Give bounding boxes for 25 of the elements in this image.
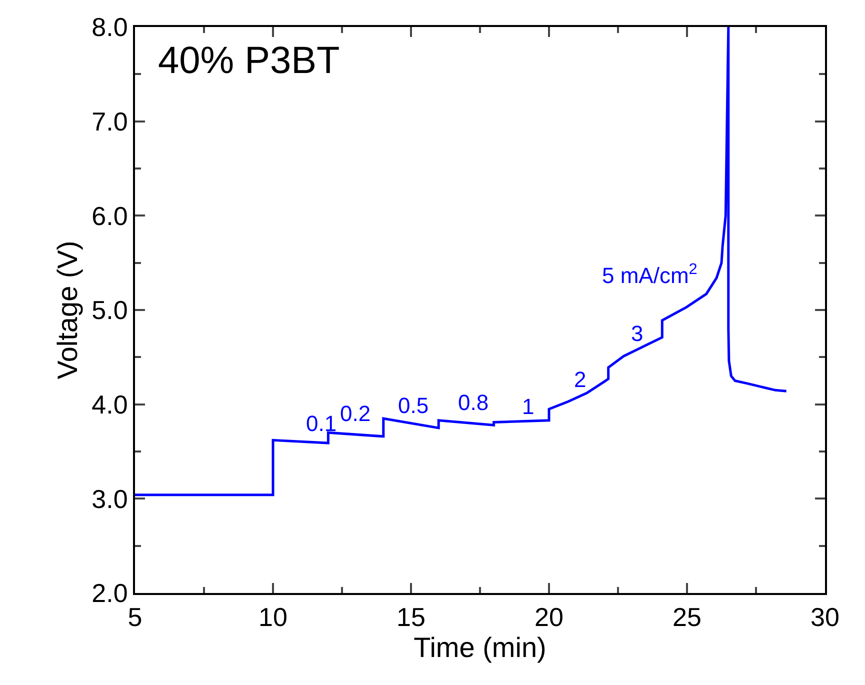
x-tick-label: 20 — [534, 602, 564, 632]
annotation: 1 — [522, 394, 534, 419]
x-tick-label: 5 — [128, 602, 142, 632]
x-tick-label: 10 — [258, 602, 288, 632]
annotation: 3 — [631, 321, 644, 346]
y-tick-label: 4.0 — [92, 389, 128, 420]
y-tick-label: 7.0 — [92, 106, 128, 136]
y-axis-title: Voltage (V) — [52, 240, 83, 380]
annotation: 0.2 — [340, 401, 371, 426]
annotation: 0.8 — [458, 390, 489, 415]
y-tick-label: 8.0 — [92, 12, 128, 42]
y-tick-label: 5.0 — [92, 295, 128, 326]
annotation: 0.1 — [306, 411, 337, 436]
y-tick-label: 3.0 — [92, 484, 128, 514]
annotation: 2 — [574, 367, 586, 392]
annotation: 0.5 — [398, 393, 429, 418]
y-tick-label: 2.0 — [92, 578, 128, 608]
chart-title: 40% P3BT — [158, 40, 340, 82]
annotation: 5 mA/cm$^{2}$ — [602, 261, 698, 288]
x-axis-title: Time (min) — [414, 632, 546, 664]
x-tick-label: 25 — [672, 602, 702, 632]
x-tick-label: 15 — [396, 602, 426, 632]
line-series — [135, 27, 788, 496]
y-tick-label: 6.0 — [92, 200, 128, 231]
x-tick-label: 30 — [810, 602, 840, 632]
